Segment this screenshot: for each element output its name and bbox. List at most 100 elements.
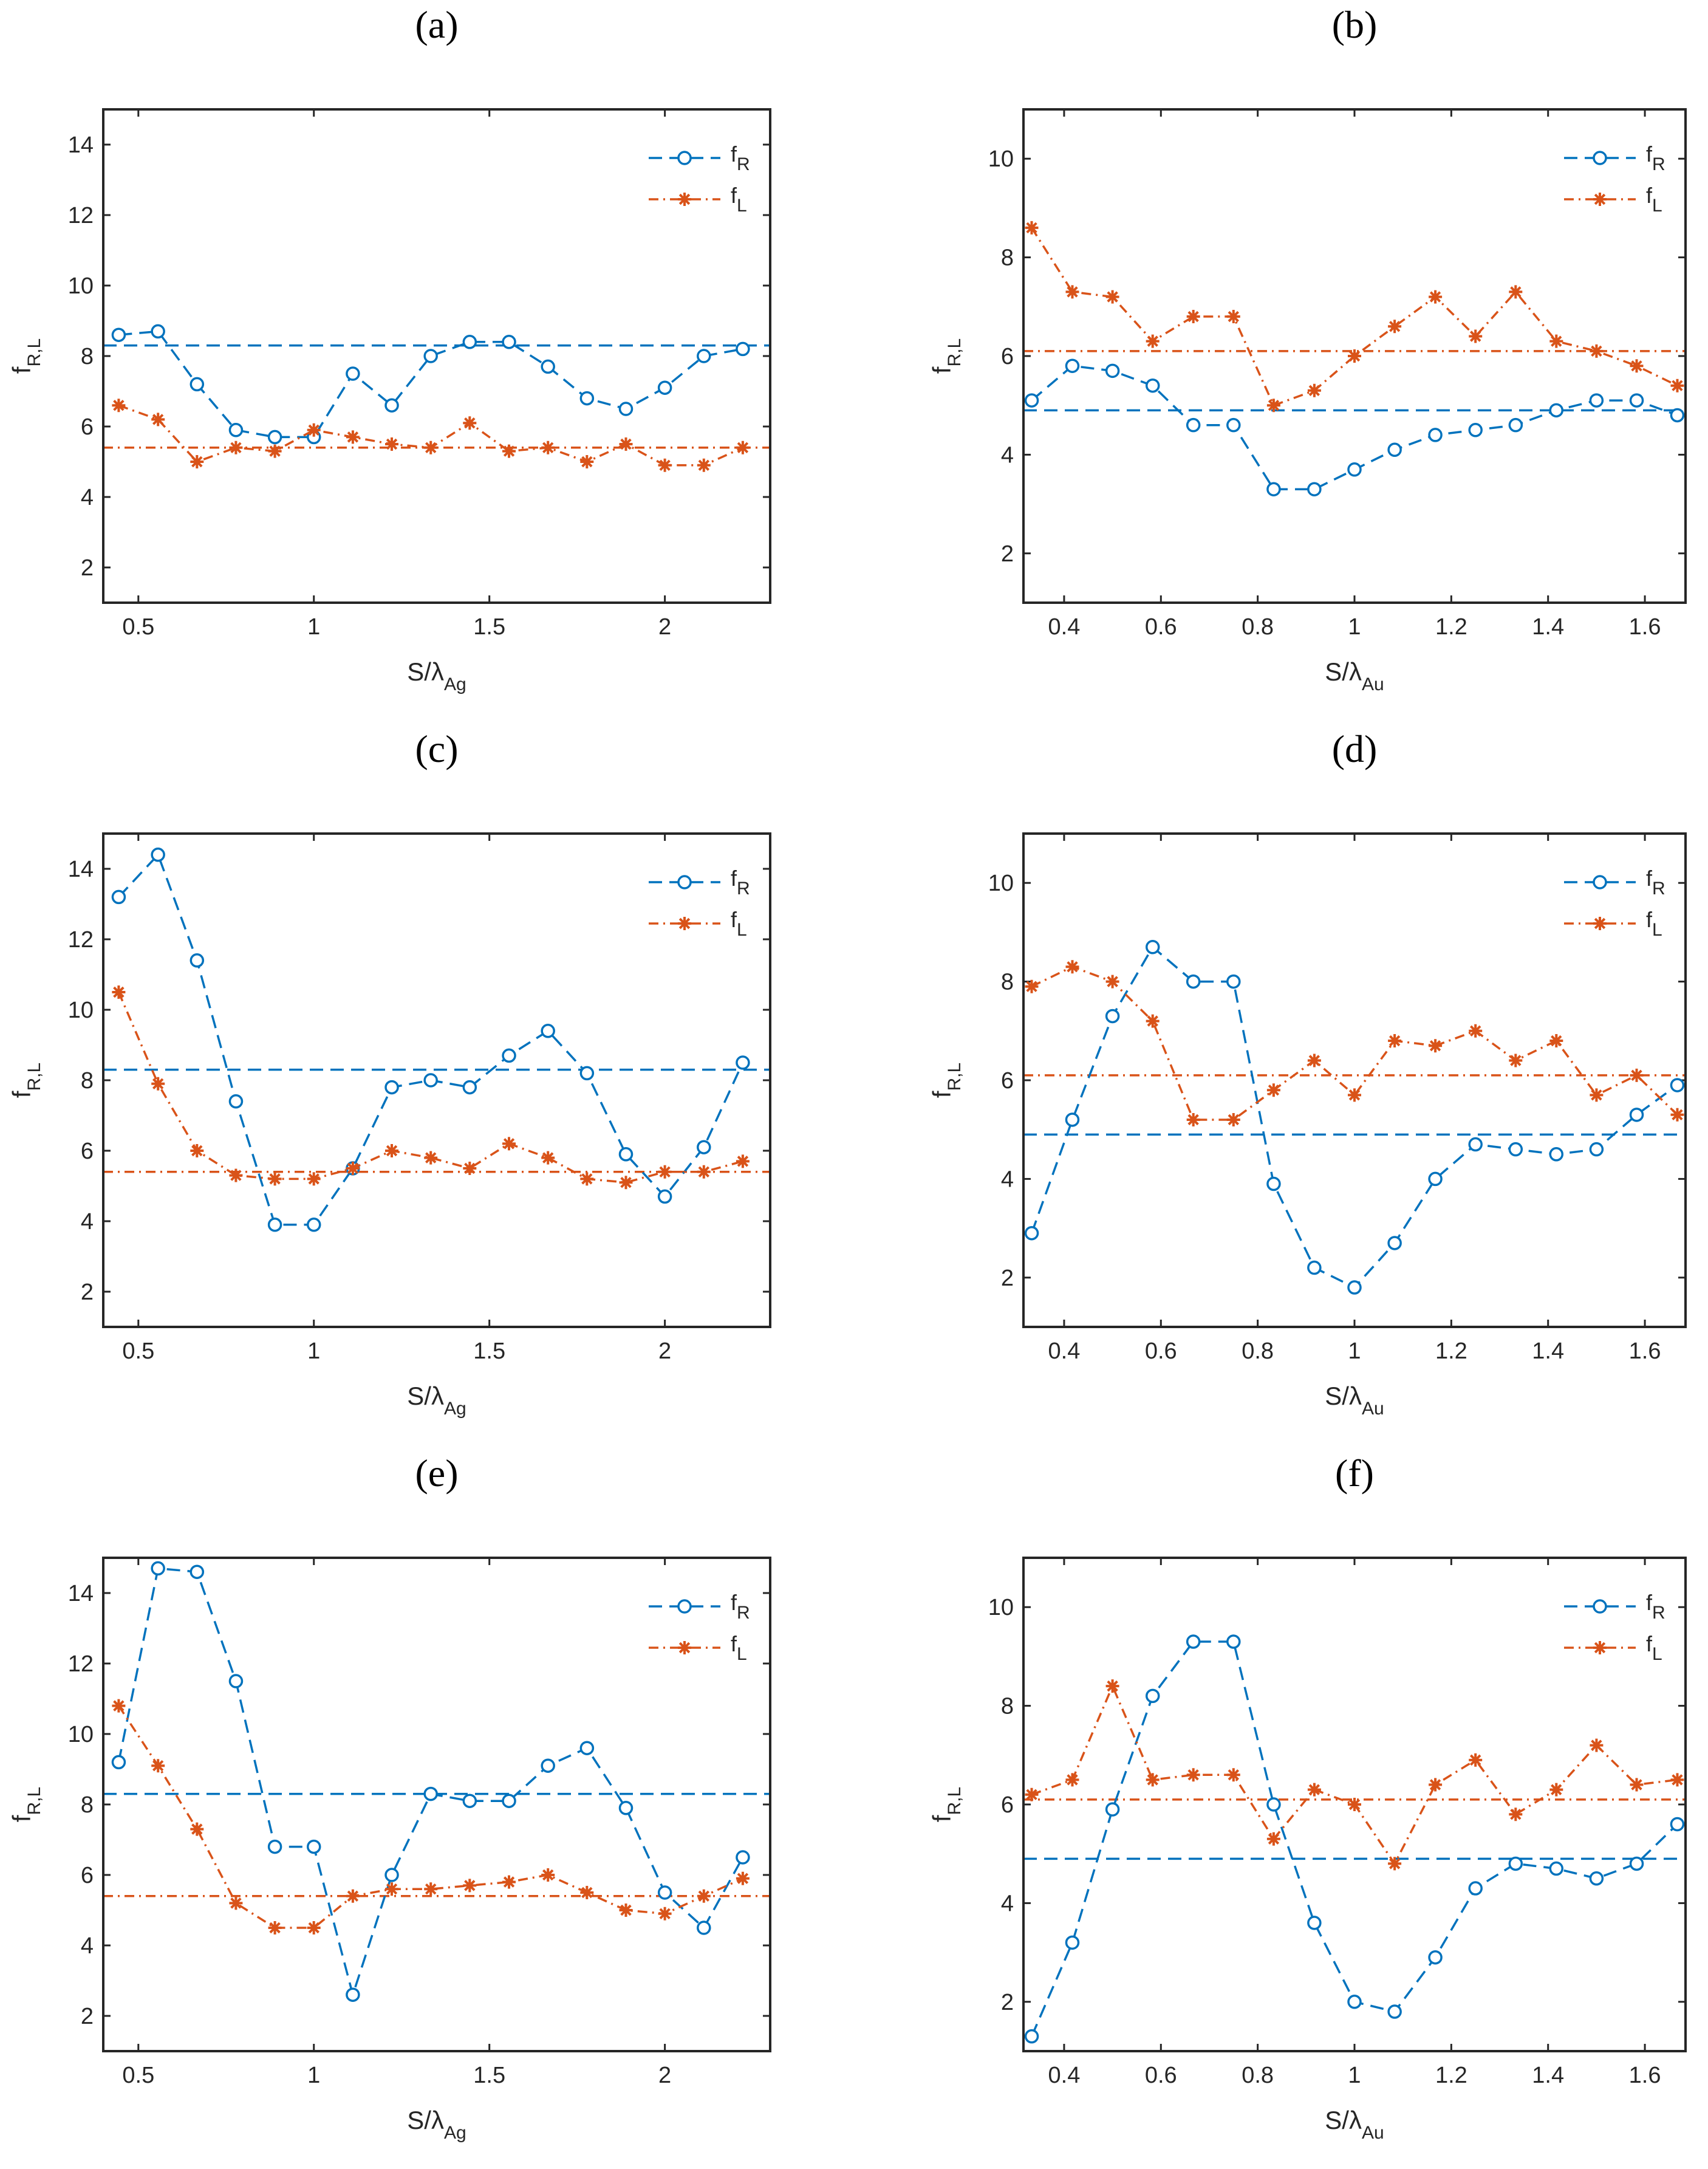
data-point-L [502, 444, 516, 458]
data-point-R [384, 1080, 399, 1095]
data-point-R [736, 341, 750, 357]
data-point-R [1347, 1280, 1362, 1295]
data-point-R [1145, 940, 1160, 954]
y-tick-label: 2 [81, 2004, 94, 2029]
data-point-R [502, 1794, 516, 1808]
data-point-L [229, 1896, 243, 1910]
y-tick-label: 12 [68, 927, 94, 953]
axes-frame [1022, 832, 1687, 1328]
data-point-L [1549, 334, 1563, 348]
x-tick-label: 1.6 [1629, 1338, 1661, 1364]
y-tick-label: 8 [1001, 245, 1014, 271]
x-tick-label: 0.4 [1048, 614, 1081, 640]
panel-label: (d) [1332, 727, 1378, 770]
data-point-L [1226, 1768, 1240, 1782]
data-point-R [1065, 1112, 1080, 1127]
data-point-R [1629, 1108, 1644, 1122]
x-tick-label: 0.4 [1048, 2063, 1081, 2088]
data-point-L [385, 1144, 398, 1157]
legend-marker-L [1593, 193, 1607, 206]
data-point-R [1670, 408, 1685, 423]
data-point-L [1388, 1034, 1402, 1047]
legend-marker-L [1593, 1641, 1607, 1654]
data-point-R [1508, 1856, 1523, 1871]
data-point-R [1145, 1688, 1160, 1704]
x-tick-label: 2 [658, 614, 671, 640]
data-point-L [1630, 1778, 1644, 1792]
y-tick-label: 8 [1001, 1694, 1014, 1719]
data-point-R [462, 1080, 477, 1095]
legend-marker-L [1593, 917, 1607, 930]
x-tick-label: 1.5 [473, 1338, 505, 1364]
data-point-R [1387, 2004, 1402, 2019]
data-point-L [1590, 344, 1604, 358]
data-point-R [697, 349, 711, 363]
x-tick-label: 1 [307, 1338, 320, 1364]
data-point-R [228, 1094, 244, 1109]
legend-marker-R [677, 1599, 692, 1614]
data-point-L [580, 1172, 594, 1186]
axes-frame [1022, 1557, 1687, 2052]
y-tick-label: 6 [81, 1139, 94, 1164]
legend-marker-R [1593, 875, 1607, 889]
data-point-L [424, 440, 438, 454]
y-axis-label: fR,L [7, 1063, 44, 1098]
data-point-L [190, 455, 204, 468]
data-point-L [229, 440, 243, 454]
data-point-L [268, 1172, 282, 1186]
data-point-R [111, 1755, 126, 1770]
plot-area [1023, 834, 1686, 1327]
y-axis-label: fR,L [7, 1787, 44, 1822]
data-point-R [1266, 1797, 1281, 1812]
x-axis-label: S/λAu [1325, 2106, 1384, 2143]
y-tick-label: 4 [81, 485, 94, 510]
data-point-R [1307, 1260, 1322, 1275]
x-tick-label: 1 [307, 614, 320, 640]
data-point-L [268, 1921, 282, 1934]
data-point-R [1186, 974, 1201, 989]
data-point-R [541, 359, 555, 374]
data-point-R [618, 402, 634, 416]
x-tick-label: 0.8 [1242, 1338, 1274, 1364]
data-point-L [619, 1176, 633, 1190]
data-point-L [1670, 379, 1684, 392]
data-point-L [736, 1154, 750, 1168]
data-point-L [736, 440, 750, 454]
data-point-L [1590, 1088, 1604, 1102]
data-point-R [1065, 1935, 1080, 1950]
x-tick-label: 1.2 [1435, 614, 1467, 640]
data-point-L [1630, 1068, 1644, 1082]
data-point-R [579, 1741, 595, 1755]
data-point-R [1226, 417, 1241, 433]
data-point-L [268, 444, 282, 458]
data-point-R [151, 324, 165, 339]
data-point-R [1347, 1995, 1362, 2009]
x-tick-label: 1.6 [1629, 2063, 1661, 2088]
data-point-R [151, 1561, 165, 1576]
data-point-L [1429, 1778, 1443, 1792]
data-point-R [306, 1218, 321, 1232]
data-point-L [541, 1868, 555, 1882]
y-tick-label: 4 [1001, 1891, 1014, 1916]
x-tick-label: 0.5 [122, 2063, 154, 2088]
data-point-L [1065, 960, 1079, 974]
data-point-L [307, 423, 321, 437]
y-tick-label: 12 [68, 1651, 94, 1677]
data-point-R [1145, 378, 1160, 393]
axes-frame [1022, 108, 1687, 604]
y-tick-label: 6 [81, 414, 94, 440]
data-point-L [1025, 979, 1039, 993]
y-tick-label: 4 [1001, 442, 1014, 468]
data-point-L [1266, 399, 1280, 413]
data-point-R [1549, 1861, 1564, 1876]
legend-marker-L [678, 1641, 691, 1654]
data-point-L [151, 1077, 165, 1091]
data-point-R [736, 1055, 750, 1070]
data-point-R [541, 1024, 555, 1038]
data-point-L [463, 416, 477, 430]
data-point-L [1348, 1088, 1361, 1102]
data-point-R [1387, 1236, 1402, 1250]
y-axis-label: fR,L [7, 338, 44, 374]
